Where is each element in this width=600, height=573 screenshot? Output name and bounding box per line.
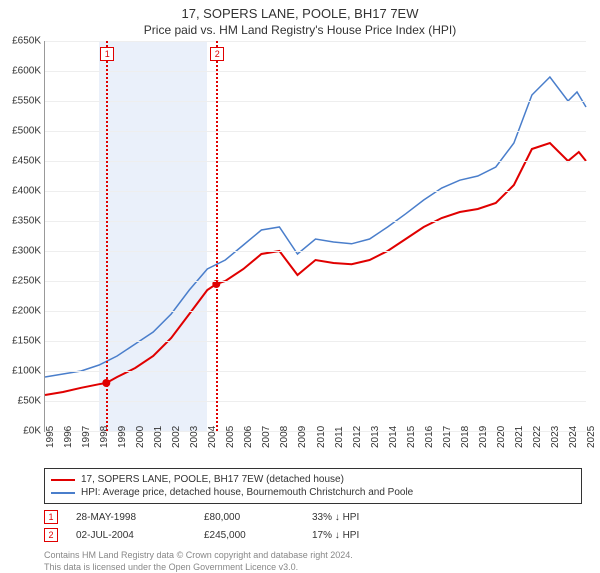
y-axis-tick: £550K bbox=[1, 96, 41, 107]
x-axis-tick: 2020 bbox=[496, 426, 507, 448]
x-axis-tick: 2000 bbox=[135, 426, 146, 448]
sale-index: 1 bbox=[44, 510, 58, 524]
y-axis-tick: £150K bbox=[1, 336, 41, 347]
y-axis-tick: £400K bbox=[1, 186, 41, 197]
legend-label: HPI: Average price, detached house, Bour… bbox=[81, 487, 413, 498]
y-axis-tick: £50K bbox=[1, 396, 41, 407]
x-axis-tick: 2018 bbox=[460, 426, 471, 448]
y-axis-tick: £500K bbox=[1, 126, 41, 137]
sale-price: £80,000 bbox=[204, 512, 294, 523]
x-axis-tick: 2005 bbox=[225, 426, 236, 448]
y-axis-tick: £300K bbox=[1, 246, 41, 257]
chart-legend: 17, SOPERS LANE, POOLE, BH17 7EW (detach… bbox=[44, 468, 582, 504]
legend-item: HPI: Average price, detached house, Bour… bbox=[51, 486, 575, 499]
x-axis-tick: 2003 bbox=[189, 426, 200, 448]
x-axis-tick: 2006 bbox=[243, 426, 254, 448]
chart-plot-area: £0K£50K£100K£150K£200K£250K£300K£350K£40… bbox=[44, 41, 586, 432]
y-axis-tick: £450K bbox=[1, 156, 41, 167]
y-axis-tick: £100K bbox=[1, 366, 41, 377]
sale-price: £245,000 bbox=[204, 530, 294, 541]
x-axis-tick: 2012 bbox=[352, 426, 363, 448]
y-axis-tick: £0K bbox=[1, 426, 41, 437]
x-axis-tick: 2009 bbox=[297, 426, 308, 448]
x-axis-tick: 2008 bbox=[279, 426, 290, 448]
y-axis-tick: £250K bbox=[1, 276, 41, 287]
series-hpi bbox=[45, 77, 586, 377]
y-axis-tick: £600K bbox=[1, 66, 41, 77]
x-axis-tick: 2017 bbox=[442, 426, 453, 448]
sale-vline bbox=[216, 41, 218, 431]
x-axis-tick: 2013 bbox=[370, 426, 381, 448]
chart-title: 17, SOPERS LANE, POOLE, BH17 7EW bbox=[0, 0, 600, 21]
x-axis-tick: 1998 bbox=[99, 426, 110, 448]
sale-vline bbox=[106, 41, 108, 431]
legend-item: 17, SOPERS LANE, POOLE, BH17 7EW (detach… bbox=[51, 473, 575, 486]
y-axis-tick: £200K bbox=[1, 306, 41, 317]
x-axis-tick: 2023 bbox=[550, 426, 561, 448]
sale-row: 2 02-JUL-2004 £245,000 17% ↓ HPI bbox=[44, 526, 582, 544]
sale-index: 2 bbox=[44, 528, 58, 542]
x-axis-tick: 2021 bbox=[514, 426, 525, 448]
sale-date: 28-MAY-1998 bbox=[76, 512, 186, 523]
sale-row: 1 28-MAY-1998 £80,000 33% ↓ HPI bbox=[44, 508, 582, 526]
x-axis-tick: 2011 bbox=[334, 426, 345, 448]
series-price_paid bbox=[45, 143, 586, 395]
x-axis-tick: 2015 bbox=[406, 426, 417, 448]
x-axis-tick: 2024 bbox=[568, 426, 579, 448]
x-axis-tick: 2019 bbox=[478, 426, 489, 448]
x-axis-tick: 1997 bbox=[81, 426, 92, 448]
y-axis-tick: £650K bbox=[1, 36, 41, 47]
sales-table: 1 28-MAY-1998 £80,000 33% ↓ HPI 2 02-JUL-2004… bbox=[44, 508, 582, 544]
x-axis-tick: 1996 bbox=[63, 426, 74, 448]
sale-marker: 1 bbox=[100, 47, 114, 61]
sale-date: 02-JUL-2004 bbox=[76, 530, 186, 541]
x-axis-tick: 2007 bbox=[261, 426, 272, 448]
x-axis-tick: 2022 bbox=[532, 426, 543, 448]
legend-swatch bbox=[51, 479, 75, 481]
x-axis-tick: 2025 bbox=[586, 426, 597, 448]
y-axis-tick: £350K bbox=[1, 216, 41, 227]
sale-vs-hpi: 33% ↓ HPI bbox=[312, 512, 359, 523]
legend-label: 17, SOPERS LANE, POOLE, BH17 7EW (detach… bbox=[81, 474, 344, 485]
footnote-line: This data is licensed under the Open Gov… bbox=[44, 562, 582, 573]
chart-subtitle: Price paid vs. HM Land Registry's House … bbox=[0, 21, 600, 41]
sale-vs-hpi: 17% ↓ HPI bbox=[312, 530, 359, 541]
chart-footnote: Contains HM Land Registry data © Crown c… bbox=[44, 550, 582, 573]
x-axis-tick: 2010 bbox=[316, 426, 327, 448]
x-axis-tick: 2016 bbox=[424, 426, 435, 448]
x-axis-tick: 2014 bbox=[388, 426, 399, 448]
legend-swatch bbox=[51, 492, 75, 494]
x-axis-tick: 1995 bbox=[45, 426, 56, 448]
x-axis-tick: 1999 bbox=[117, 426, 128, 448]
sale-marker: 2 bbox=[210, 47, 224, 61]
chart-lines bbox=[45, 41, 586, 431]
x-axis-tick: 2001 bbox=[153, 426, 164, 448]
x-axis-tick: 2002 bbox=[171, 426, 182, 448]
